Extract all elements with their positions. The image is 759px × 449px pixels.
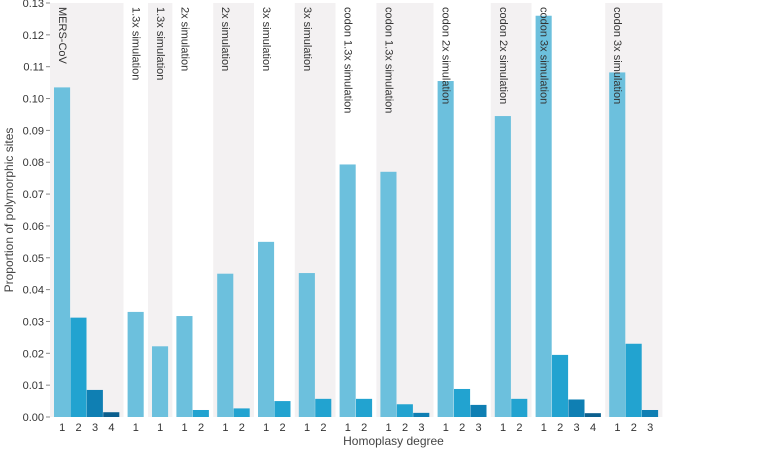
x-tick-label: 1 — [345, 422, 351, 434]
panel-label: codon 3x simulation — [538, 7, 550, 104]
bar — [396, 404, 413, 417]
panel-labels: MERS-CoV 1.3x simulation 1.3x simulation 2x… — [56, 7, 623, 113]
panel-label: 3x simulation — [301, 7, 313, 71]
x-tick-label: 3 — [418, 422, 424, 434]
bar — [86, 389, 103, 417]
x-tick-label: 1 — [157, 422, 163, 434]
x-tick-label: 1 — [304, 422, 310, 434]
y-tick-label: 0.12 — [23, 30, 44, 42]
x-tick-label: 1 — [263, 422, 269, 434]
bar — [233, 408, 250, 417]
bar — [103, 412, 120, 417]
bar — [217, 273, 234, 417]
bar — [315, 398, 332, 417]
x-tick-label: 1 — [386, 422, 392, 434]
y-tick-label: 0.02 — [23, 348, 44, 360]
panel-label: 3x simulation — [260, 7, 272, 71]
y-tick-label: 0.05 — [23, 253, 44, 265]
y-tick-label: 0.00 — [23, 412, 44, 424]
y-tick-label: 0.10 — [23, 94, 44, 106]
x-tick-label: 3 — [476, 422, 482, 434]
bar — [176, 316, 193, 417]
y-tick-label: 0.13 — [23, 0, 44, 10]
bar — [511, 398, 528, 417]
y-tick-label: 0.07 — [23, 189, 44, 201]
y-axis-title: Proportion of polymorphic sites — [2, 128, 16, 293]
panel-label: 1.3x simulation — [130, 7, 142, 80]
panel-label: codon 2x simulation — [440, 7, 452, 104]
y-tick-label: 0.09 — [23, 125, 44, 137]
x-tick-label: 2 — [280, 422, 286, 434]
x-tick-label: 3 — [647, 422, 653, 434]
x-tick-label: 2 — [402, 422, 408, 434]
bar — [339, 164, 356, 417]
x-tick-label: 1 — [222, 422, 228, 434]
x-tick-label: 4 — [108, 422, 114, 434]
x-tick-label: 1 — [614, 422, 620, 434]
bar — [127, 311, 144, 417]
bar — [584, 413, 601, 417]
bar — [274, 401, 291, 417]
bar — [298, 273, 315, 417]
x-tick-label: 2 — [557, 422, 563, 434]
bar — [552, 354, 569, 417]
x-tick-label: 3 — [92, 422, 98, 434]
y-tick-label: 0.03 — [23, 316, 44, 328]
panel-label: 2x simulation — [178, 7, 190, 71]
bar — [258, 241, 275, 417]
bar — [535, 15, 552, 417]
x-tick-label: 1 — [133, 422, 139, 434]
x-tick-label: 2 — [459, 422, 465, 434]
panel-label: 1.3x simulation — [154, 7, 166, 80]
bar — [470, 404, 487, 417]
panel-label: codon 2x simulation — [497, 7, 509, 104]
panel-label: 2x simulation — [219, 7, 231, 71]
bar — [625, 343, 642, 417]
x-tick-label: 2 — [516, 422, 522, 434]
x-tick-label: 2 — [76, 422, 82, 434]
y-axis: 0.00 0.01 0.02 0.03 0.04 0.05 0.06 0.07 0.08 0.09… — [23, 0, 50, 424]
panel-label: codon 1.3x simulation — [342, 7, 354, 113]
x-tick-label: 1 — [59, 422, 65, 434]
bar — [380, 171, 397, 417]
x-tick-label: 1 — [500, 422, 506, 434]
panel-label: MERS-CoV — [56, 7, 68, 65]
bar — [568, 399, 585, 417]
x-tick-label: 2 — [320, 422, 326, 434]
bar — [494, 116, 511, 418]
panel-label: codon 1.3x simulation — [382, 7, 394, 113]
x-tick-label: 2 — [361, 422, 367, 434]
x-tick-label: 3 — [574, 422, 580, 434]
x-tick-label: 2 — [239, 422, 245, 434]
bar — [609, 72, 626, 417]
bar — [454, 388, 471, 417]
bar — [413, 412, 430, 417]
x-tick-label: 1 — [541, 422, 547, 434]
bar — [152, 346, 169, 417]
y-tick-label: 0.06 — [23, 221, 44, 233]
x-tick-label: 1 — [443, 422, 449, 434]
bars — [54, 15, 659, 418]
y-tick-label: 0.04 — [23, 285, 44, 297]
y-tick-label: 0.11 — [23, 62, 44, 74]
x-tick-label: 2 — [198, 422, 204, 434]
bar — [437, 81, 454, 418]
x-tick-label: 1 — [182, 422, 188, 434]
x-axis-title: Homoplasy degree — [343, 434, 444, 448]
x-tick-label: 2 — [631, 422, 637, 434]
bar — [70, 317, 87, 417]
bar — [642, 409, 659, 417]
y-tick-label: 0.08 — [23, 157, 44, 169]
y-tick-label: 0.01 — [23, 380, 44, 392]
bar — [356, 398, 373, 417]
panel-label: codon 3x simulation — [611, 7, 623, 104]
bar — [54, 87, 71, 418]
bar — [192, 409, 209, 417]
x-tick-label: 4 — [590, 422, 596, 434]
